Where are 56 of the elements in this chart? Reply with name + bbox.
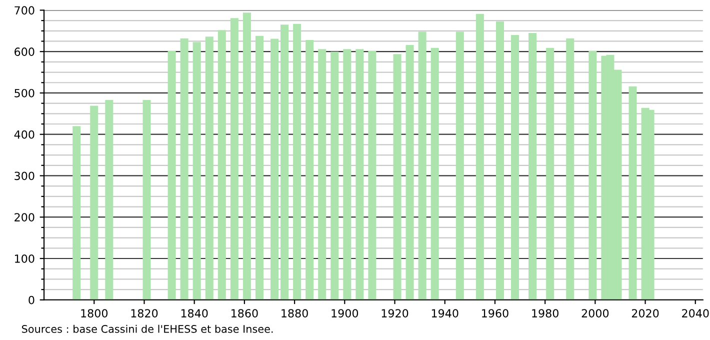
- bar: [628, 86, 637, 300]
- x-tick-label: 1940: [432, 309, 458, 318]
- bar: [218, 30, 226, 300]
- y-tick-label: 400: [14, 130, 34, 139]
- bar: [280, 24, 289, 300]
- bar: [393, 54, 402, 300]
- x-tick-label: 2020: [632, 309, 659, 318]
- y-tick-label: 500: [14, 88, 34, 98]
- bar: [476, 14, 484, 300]
- bar: [293, 24, 302, 300]
- source-note: Sources : base Cassini de l'EHESS et base Insee.: [22, 324, 273, 333]
- bar: [306, 40, 314, 300]
- y-tick-label: 300: [14, 172, 34, 180]
- bar: [511, 35, 520, 300]
- bar: [330, 52, 339, 300]
- bar: [230, 18, 238, 300]
- x-tick-label: 1840: [181, 309, 208, 318]
- x-tick-label: 2000: [582, 309, 609, 318]
- bar: [205, 36, 214, 300]
- y-tick-label: 100: [15, 254, 34, 263]
- bar: [356, 49, 364, 300]
- y-tick-label: 0: [28, 296, 34, 304]
- y-tick-label: 200: [14, 213, 34, 222]
- bar: [430, 48, 439, 300]
- bar: [418, 32, 426, 300]
- y-tick-label: 600: [14, 48, 34, 56]
- bar: [343, 49, 352, 300]
- y-tick-label: 700: [14, 6, 34, 15]
- bar: [192, 42, 201, 300]
- bar: [255, 36, 264, 300]
- bar: [180, 38, 188, 300]
- bar: [528, 32, 537, 300]
- bar: [242, 12, 251, 300]
- bar: [168, 50, 176, 300]
- x-tick-label: 1920: [382, 309, 408, 318]
- x-tick-label: 1860: [232, 309, 258, 318]
- x-tick-label: 2040: [682, 309, 709, 318]
- x-tick-label: 1900: [332, 309, 358, 318]
- x-tick-label: 1960: [482, 309, 508, 318]
- bar: [72, 126, 81, 300]
- bar: [566, 38, 574, 300]
- bar: [456, 32, 464, 300]
- bar: [546, 48, 554, 300]
- x-tick-label: 1800: [81, 309, 108, 318]
- bar: [270, 38, 279, 300]
- bar: [368, 50, 376, 300]
- x-tick-label: 1820: [131, 309, 158, 318]
- bar: [142, 100, 151, 300]
- bar: [105, 100, 114, 300]
- bar: [90, 106, 98, 300]
- bar: [318, 49, 326, 300]
- x-tick-label: 1880: [282, 309, 308, 318]
- bar: [496, 21, 504, 300]
- bar: [406, 44, 414, 300]
- x-tick-label: 1980: [532, 309, 558, 318]
- bar: [588, 50, 597, 300]
